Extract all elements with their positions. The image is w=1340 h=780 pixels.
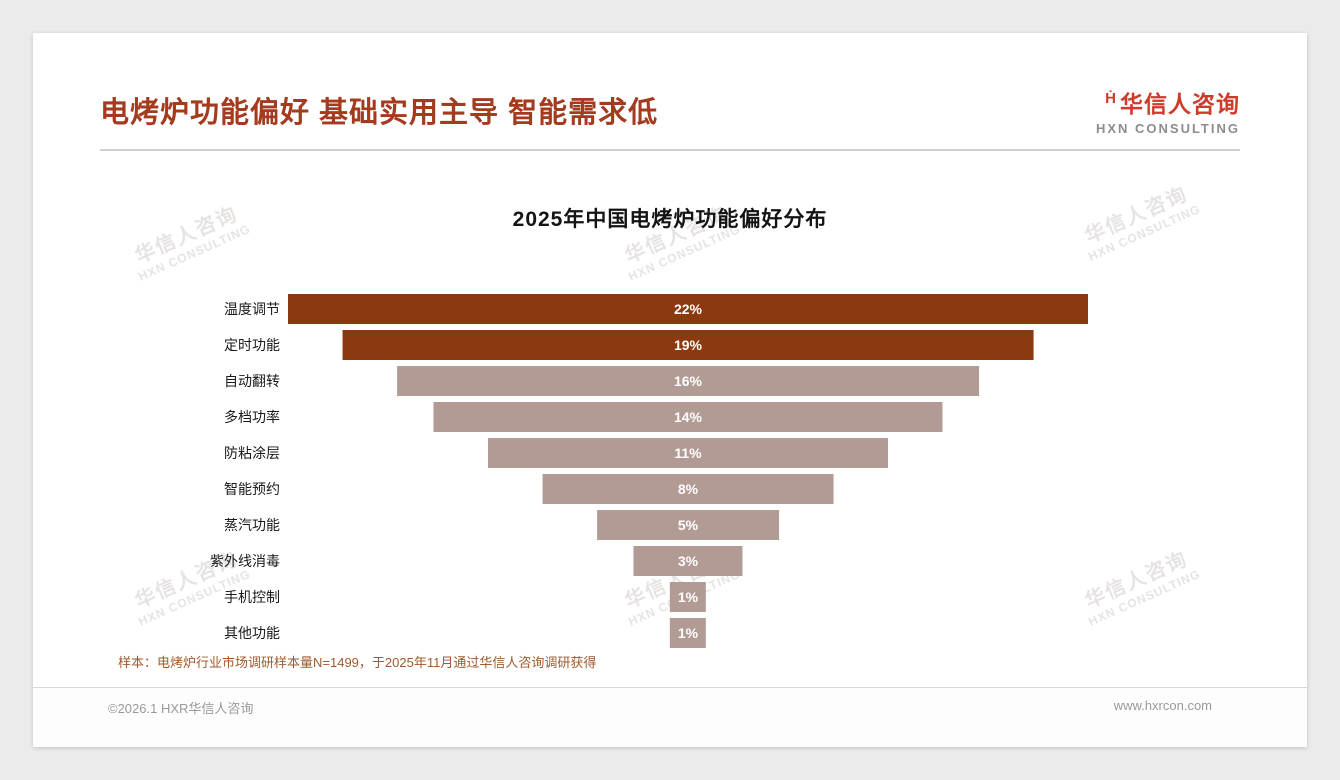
bar-track: 5% (288, 510, 1088, 540)
bar-track: 22% (288, 294, 1088, 324)
bar-value-label: 1% (677, 625, 699, 641)
bar-track: 19% (288, 330, 1088, 360)
category-label: 蒸汽功能 (224, 517, 280, 533)
category-label: 紫外线消毒 (210, 553, 280, 569)
bar-value-label: 1% (677, 589, 699, 605)
funnel-bar: 19% (342, 330, 1034, 360)
bar-value-label: 8% (677, 481, 699, 497)
bar-track: 11% (288, 438, 1088, 468)
header: 电烤炉功能偏好 基础实用主导 智能需求低 Ḣ 华信人咨询 HXN CONSULT… (100, 71, 1240, 151)
funnel-bar: 3% (633, 546, 743, 576)
chart-row: 手机控制 1% (100, 579, 1240, 615)
bottom-bar: ©2026.1 HXR华信人咨询 www.hxrcon.com (33, 687, 1307, 747)
bar-track: 16% (288, 366, 1088, 396)
logo-flame-icon: Ḣ (1105, 89, 1116, 107)
bar-value-label: 19% (673, 337, 703, 353)
funnel-rows: 温度调节 22% 定时功能 19% 自动翻转 16% 多档功率 14% 防粘涂层 11% 智能预约 8… (100, 291, 1240, 651)
chart-row: 定时功能 19% (100, 327, 1240, 363)
bar-track: 14% (288, 402, 1088, 432)
funnel-bar: 14% (433, 402, 943, 432)
logo-text-cn: 华信人咨询 (1120, 91, 1240, 117)
chart-row: 自动翻转 16% (100, 363, 1240, 399)
bar-track: 1% (288, 618, 1088, 648)
chart-row: 智能预约 8% (100, 471, 1240, 507)
chart-row: 防粘涂层 11% (100, 435, 1240, 471)
funnel-bar: 16% (397, 366, 979, 396)
company-logo: Ḣ 华信人咨询 HXN CONSULTING (1095, 71, 1240, 137)
category-label: 温度调节 (224, 301, 280, 317)
chart-row: 紫外线消毒 3% (100, 543, 1240, 579)
bar-value-label: 3% (677, 553, 699, 569)
website-url: www.hxrcon.com (1113, 698, 1212, 713)
bar-value-label: 11% (674, 445, 702, 461)
category-label: 其他功能 (224, 625, 280, 641)
funnel-bar: 1% (669, 618, 707, 648)
category-label: 手机控制 (224, 589, 280, 605)
funnel-bar: 1% (669, 582, 707, 612)
bar-value-label: 5% (677, 517, 699, 533)
bar-track: 1% (288, 582, 1088, 612)
chart-area: 2025年中国电烤炉功能偏好分布 温度调节 22% 定时功能 19% 自动翻转 16% 多档… (100, 163, 1240, 651)
funnel-bar: 22% (288, 294, 1088, 324)
slide-card: 华信人咨询 HXN CONSULTING 华信人咨询 HXN CONSULTING 华信… (33, 33, 1307, 747)
category-label: 智能预约 (224, 481, 280, 497)
funnel-bar: 8% (542, 474, 834, 504)
chart-row: 温度调节 22% (100, 291, 1240, 327)
bar-value-label: 14% (673, 409, 703, 425)
bar-track: 3% (288, 546, 1088, 576)
category-label: 定时功能 (224, 337, 280, 353)
chart-title: 2025年中国电烤炉功能偏好分布 (512, 208, 828, 231)
category-label: 多档功率 (224, 409, 280, 425)
bar-track: 8% (288, 474, 1088, 504)
chart-row: 多档功率 14% (100, 399, 1240, 435)
logo-text-en: HXN CONSULTING (1095, 121, 1240, 136)
category-label: 自动翻转 (224, 373, 280, 389)
funnel-bar: 5% (597, 510, 779, 540)
copyright-text: ©2026.1 HXR华信人咨询 (108, 701, 254, 716)
funnel-bar: 11% (488, 438, 888, 468)
chart-row: 蒸汽功能 5% (100, 507, 1240, 543)
bar-value-label: 22% (673, 301, 703, 317)
chart-row: 其他功能 1% (100, 615, 1240, 651)
sample-footnote: 样本：电烤炉行业市场调研样本量N=1499，于2025年11月通过华信人咨询调研… (118, 655, 597, 670)
page-title: 电烤炉功能偏好 基础实用主导 智能需求低 (100, 97, 659, 129)
category-label: 防粘涂层 (224, 445, 280, 461)
bar-value-label: 16% (673, 373, 703, 389)
